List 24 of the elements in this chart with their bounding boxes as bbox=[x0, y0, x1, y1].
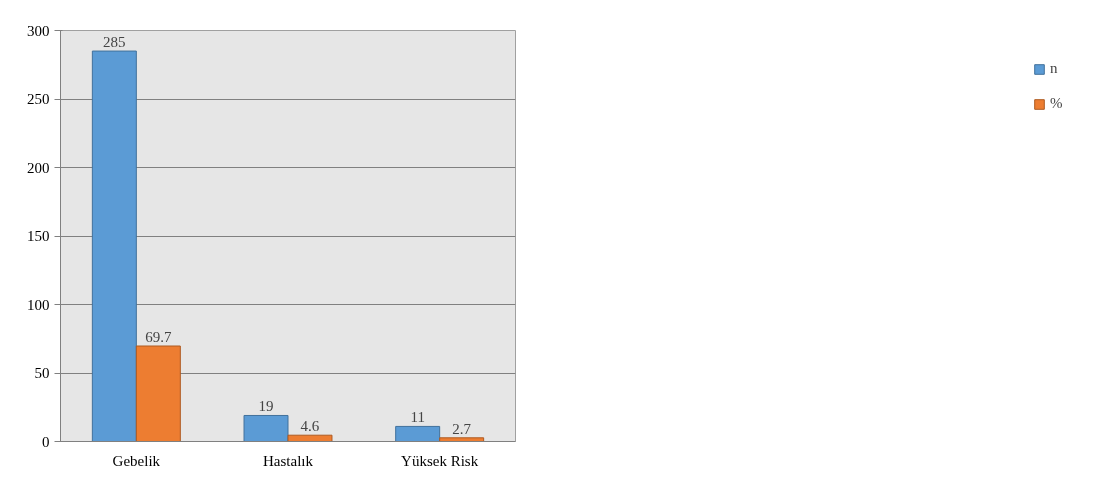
x-tick-label: Gebelik bbox=[112, 452, 161, 469]
x-tick-label: Hastalık bbox=[263, 452, 314, 469]
bar bbox=[243, 414, 289, 442]
bar bbox=[439, 437, 485, 442]
y-tick-label: 0 bbox=[42, 433, 50, 450]
data-label: 4.6 bbox=[300, 418, 320, 435]
data-label: 285 bbox=[103, 34, 126, 51]
bar bbox=[91, 50, 137, 442]
legend-label: n bbox=[1050, 60, 1059, 77]
y-tick-label: 300 bbox=[27, 22, 50, 39]
data-label: 19 bbox=[258, 398, 274, 415]
y-tick-label: 200 bbox=[27, 159, 50, 176]
y-tick-label: 250 bbox=[27, 91, 50, 107]
bar bbox=[135, 345, 181, 442]
data-label: 69.7 bbox=[145, 329, 172, 346]
data-label: 2.7 bbox=[452, 420, 472, 437]
data-label: 11 bbox=[410, 409, 425, 426]
legend-label: % bbox=[1050, 95, 1064, 112]
y-tick-label: 50 bbox=[34, 365, 50, 381]
bar bbox=[287, 434, 333, 442]
bar bbox=[395, 425, 441, 442]
y-tick-label: 100 bbox=[27, 296, 50, 313]
x-tick-label: Yüksek Risk bbox=[401, 452, 479, 469]
y-tick-label: 150 bbox=[27, 228, 50, 244]
